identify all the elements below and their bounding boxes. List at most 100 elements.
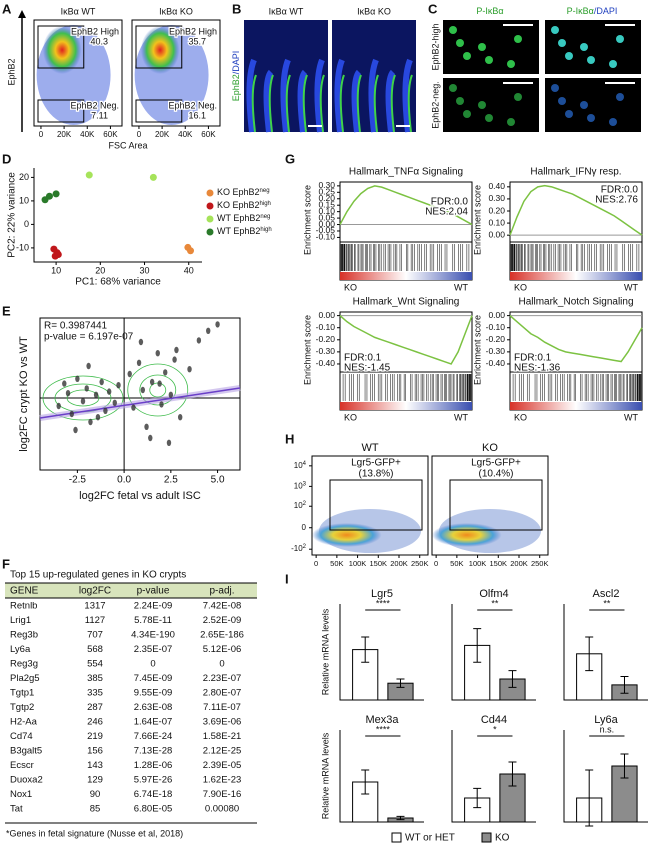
nucleus [485, 56, 493, 64]
crypt [334, 58, 345, 133]
gate-percent: (13.8%) [358, 469, 393, 480]
x-axis-label: FSC Area [108, 140, 147, 150]
table-cell: Lrig1 [10, 615, 31, 626]
gate-name: EphB2 High [71, 26, 119, 36]
density-contour [42, 375, 124, 421]
table-cell: 7.45E-09 [134, 673, 173, 684]
x-tick-label: 30 [140, 265, 150, 275]
plot-title: Hallmark_Wnt Signaling [353, 297, 460, 308]
y-tick-label: 0.00 [318, 310, 335, 320]
y-tick-label: 0.15 [318, 199, 335, 209]
plot-title: IκBα KO [159, 6, 193, 16]
nucleus [478, 43, 486, 51]
nucleus [609, 118, 617, 126]
gene-point [136, 359, 142, 366]
y-tick-label: 10 [19, 195, 29, 205]
gene-point [103, 407, 108, 414]
stat-label: NES:2.76 [595, 195, 638, 206]
x-tick-label: 250K [531, 559, 549, 568]
nucleus [456, 97, 464, 105]
gate-name: EphB2 High [169, 26, 217, 36]
gate-percent: (10.4%) [478, 469, 513, 480]
y-tick-label: -0.10 [316, 322, 336, 332]
pca-point [52, 190, 60, 198]
error-bar [396, 678, 405, 688]
table-cell: 2.39E-05 [203, 760, 242, 771]
title-part: P-IκBα [567, 6, 594, 16]
legend-label: WT or HET [405, 833, 455, 844]
table-cell: Ecscr [10, 760, 34, 771]
table-cell: Cd74 [10, 731, 33, 742]
y-axis-label: EphB2 [6, 58, 16, 85]
legend-name: WT EphB2 [217, 226, 260, 236]
plot-title: Hallmark_TNFα Signaling [349, 167, 463, 178]
y-axis-label: Relative mRNA levels [320, 608, 330, 695]
nucleus [551, 84, 559, 92]
x-axis-label: log2FC fetal vs adult ISC [79, 490, 201, 502]
cell-density [42, 26, 82, 74]
gene-point [56, 402, 61, 410]
gene-point [99, 378, 104, 386]
table-cell: 2.23E-07 [203, 673, 242, 684]
table-cell: Nox1 [10, 789, 32, 800]
table-cell: 7.13E-28 [134, 746, 173, 757]
annotation: p-value = 6.197e-07 [44, 332, 134, 343]
plot-title: Hallmark_Notch Signaling [518, 297, 633, 308]
legend-sup: high [260, 201, 271, 207]
group-label: WT [624, 282, 638, 292]
gene-point [73, 426, 78, 434]
significance: n.s. [600, 724, 615, 734]
gene-point [127, 370, 132, 378]
x-tick-label: 0 [137, 130, 142, 139]
crypt-stain [302, 74, 308, 133]
x-tick-label: 0.0 [117, 475, 131, 486]
y-tick-label: 0.00 [318, 219, 335, 229]
x-tick-label: 200K [390, 559, 408, 568]
gene-point [95, 414, 101, 421]
nucleus [514, 93, 522, 101]
gene-point [62, 380, 67, 387]
gate [37, 99, 85, 123]
nucleus [580, 43, 588, 51]
legend-swatch [206, 189, 214, 197]
enrichment-curve [509, 184, 643, 236]
gate-name: EphB2 Neg. [70, 100, 119, 110]
crypt-stain [251, 74, 257, 133]
error-bar [361, 769, 370, 795]
nucleus [558, 39, 566, 47]
y-tick-label: -0.40 [486, 358, 506, 368]
gate [135, 25, 183, 69]
table-cell: 2.52E-09 [203, 615, 242, 626]
table-cell: 1.28E-06 [134, 760, 173, 771]
table-cell: 5.97E-26 [134, 775, 173, 786]
panel-label: I [285, 571, 289, 586]
nucleus [587, 114, 595, 122]
y-tick-label: 0.40 [488, 181, 505, 191]
pca-point [149, 173, 157, 181]
error-bar [620, 675, 629, 694]
gene-point [80, 398, 86, 405]
x-tick-label: 200K [510, 559, 528, 568]
x-tick-label: 60K [103, 130, 118, 139]
crypt [263, 69, 274, 133]
gene-point [140, 386, 146, 394]
pca-point [187, 247, 195, 255]
crypt-stain [319, 74, 325, 133]
y-axis-label: Enrichment score [472, 315, 482, 385]
crypt-stain [268, 74, 274, 133]
significance: ** [603, 598, 611, 608]
nucleus [463, 52, 471, 60]
significance: ** [491, 598, 499, 608]
y-tick-label: 0.20 [318, 193, 335, 203]
gene-title: Lgr5 [371, 588, 393, 600]
error-bar [508, 761, 517, 787]
y-axis-label: Enrichment score [472, 185, 482, 255]
x-tick-label: -2.5 [69, 475, 87, 486]
gene-point [86, 362, 91, 370]
nucleus [609, 60, 617, 68]
gene-point [69, 410, 74, 418]
y-axis-label: Enrichment score [302, 185, 312, 255]
stain-part: EphB2 [231, 74, 241, 101]
table-cell: 90 [90, 789, 101, 800]
group-label: KO [514, 412, 527, 422]
